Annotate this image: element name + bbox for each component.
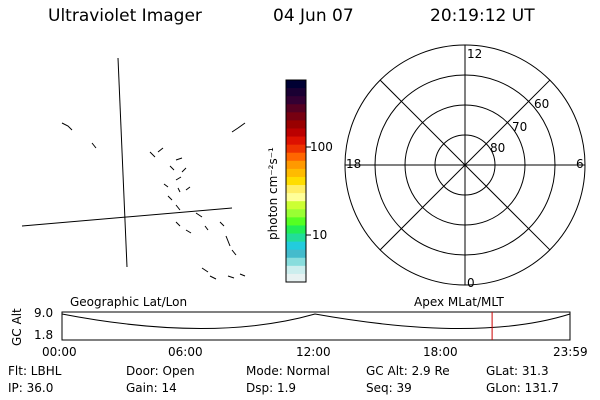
colorbar-swatch	[286, 144, 306, 154]
status-glon: GLon: 131.7	[486, 381, 559, 395]
status-flt: Flt: LBHL	[8, 364, 62, 378]
colorbar-swatch	[286, 96, 306, 105]
status-gcalt: GC Alt: 2.9 Re	[366, 364, 450, 378]
colorbar-swatch	[286, 104, 306, 113]
coast-segment	[91, 142, 97, 149]
mlt-label-18: 18	[346, 157, 362, 171]
coast-segment	[185, 186, 191, 191]
coast-segment	[181, 167, 187, 173]
timeline-ymax: 9.0	[34, 306, 54, 320]
coast-segment	[227, 275, 235, 279]
coast-segment	[239, 273, 246, 277]
mlt-label-12: 12	[467, 47, 483, 61]
colorbar-swatch	[286, 265, 306, 275]
timeline-left-title: Geographic Lat/Lon	[70, 295, 188, 309]
colorbar-unit-label: photon cm⁻²s⁻¹	[266, 147, 280, 240]
colorbar-swatch	[286, 120, 306, 129]
colorbar-swatch	[286, 201, 306, 210]
colorbar-swatch	[286, 249, 306, 259]
colorbar-swatch	[286, 233, 306, 243]
altitude-curve	[61, 313, 571, 329]
colorbar-swatch	[286, 112, 306, 121]
status-glat: GLat: 31.3	[486, 364, 549, 378]
coast-segment	[175, 221, 181, 227]
colorbar-swatch	[286, 225, 306, 235]
colorbar-swatch	[286, 217, 306, 226]
status-gain: Gain: 14	[126, 381, 177, 395]
colorbar-label-100: 100	[310, 140, 333, 154]
colorbar-swatch	[286, 136, 306, 146]
coast-segment	[177, 187, 181, 193]
timeline-right-title: Apex MLat/MLT	[414, 295, 504, 309]
mlt-diagonal-2	[379, 79, 551, 251]
timeline-tick-1200: 12:00	[296, 345, 331, 359]
parallel-line	[21, 207, 233, 227]
colorbar-swatch	[286, 273, 306, 283]
timeline-tick-2359: 23:59	[553, 345, 588, 359]
coast-segment	[61, 122, 73, 131]
timeline-tick-0000: 00:00	[42, 345, 77, 359]
timeline-ylabel: GC Alt	[10, 308, 24, 346]
timeline-tick-0600: 06:00	[168, 345, 203, 359]
coast-segment	[201, 267, 209, 273]
colorbar-swatch	[286, 209, 306, 218]
coast-segment	[175, 204, 181, 211]
colorbar-swatch	[286, 193, 306, 202]
coast-segment	[185, 229, 192, 234]
coast-segment	[167, 195, 173, 201]
coast-segment	[175, 157, 183, 161]
colorbar-swatch	[286, 160, 306, 170]
mlt-label-6: 6	[576, 157, 584, 171]
colorbar	[286, 80, 306, 283]
colorbar-swatch	[286, 80, 306, 89]
status-ip: IP: 36.0	[8, 381, 54, 395]
coast-segment	[149, 151, 156, 158]
coast-segment	[219, 221, 225, 227]
coast-segment	[195, 212, 203, 218]
colorbar-label-10: 10	[312, 228, 328, 242]
coast-segment	[225, 235, 231, 247]
coast-segment	[163, 183, 169, 188]
polar-grid	[344, 44, 586, 286]
lat-label-80: 80	[490, 141, 506, 155]
timeline-frame	[61, 311, 571, 341]
colorbar-swatch	[286, 257, 306, 267]
lat-label-60: 60	[534, 97, 550, 111]
status-mode: Mode: Normal	[246, 364, 330, 378]
colorbar-swatch	[286, 128, 306, 138]
instrument-title: Ultraviolet Imager	[48, 6, 202, 26]
coast-segment	[231, 249, 237, 256]
meridian-line	[117, 57, 128, 268]
timeline-tick-1800: 18:00	[423, 345, 458, 359]
colorbar-swatch	[286, 176, 306, 186]
coast-segment	[204, 225, 209, 231]
colorbar-swatch	[286, 241, 306, 251]
mlt-label-0: 0	[467, 276, 475, 290]
colorbar-swatch	[286, 152, 306, 162]
colorbar-swatch	[286, 88, 306, 97]
colorbar-swatch	[286, 168, 306, 178]
status-dsp: Dsp: 1.9	[246, 381, 297, 395]
coast-segment	[231, 122, 246, 133]
timeline-ymin: 1.8	[34, 328, 54, 342]
status-door: Door: Open	[126, 364, 195, 378]
lat-label-70: 70	[512, 120, 528, 134]
colorbar-frame	[285, 79, 307, 283]
coast-segment	[169, 165, 175, 171]
coast-segment	[209, 275, 217, 280]
observation-date: 04 Jun 07	[273, 6, 354, 26]
status-seq: Seq: 39	[366, 381, 412, 395]
coast-segment	[175, 176, 182, 181]
coast-segment	[157, 147, 164, 153]
colorbar-swatch	[286, 185, 306, 194]
observation-time: 20:19:12 UT	[430, 6, 535, 26]
